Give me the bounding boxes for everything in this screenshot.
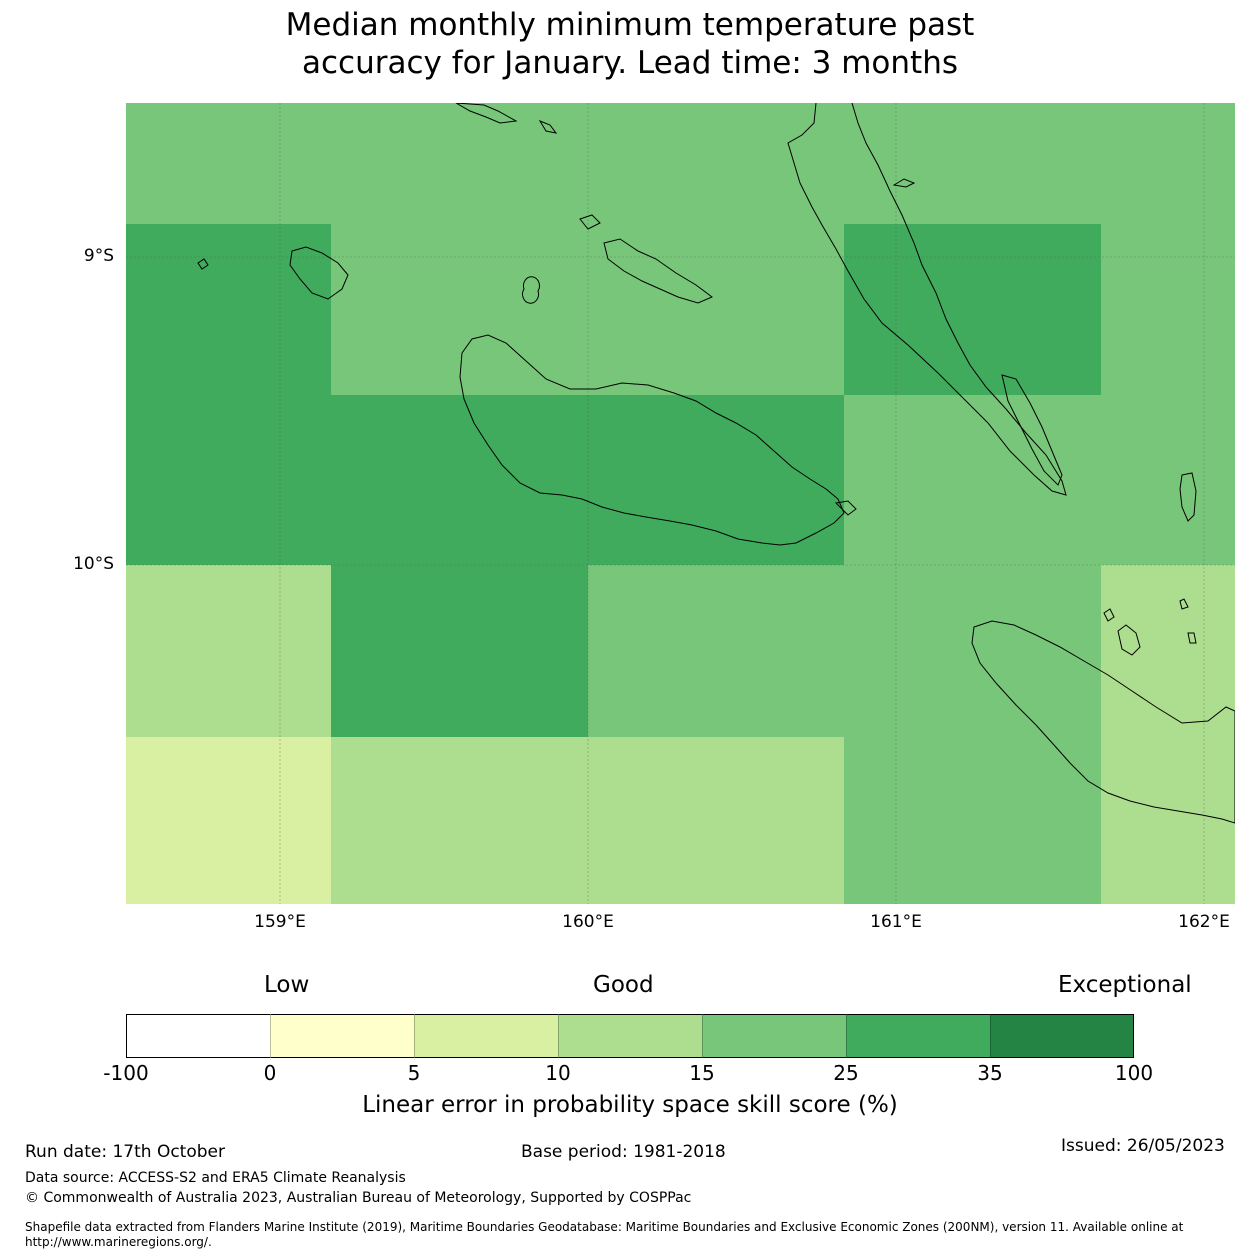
- grid-cell-r2-c1[interactable]: [331, 395, 588, 565]
- grid-cell-r3-c2[interactable]: [588, 565, 844, 737]
- lon-label-161e: 161°E: [870, 912, 922, 932]
- grid-cell-r0-c2[interactable]: [588, 103, 844, 224]
- coastline-ugi-island: [1117, 624, 1141, 656]
- grid-cell-r2-c2[interactable]: [588, 395, 844, 565]
- data-source: Data source: ACCESS-S2 and ERA5 Climate …: [25, 1170, 406, 1186]
- grid-cell-r4-c1[interactable]: [331, 737, 588, 904]
- coastline-savo-island: [522, 276, 540, 304]
- base-period: Base period: 1981-2018: [521, 1142, 726, 1162]
- issued-date: Issued: 26/05/2023: [1061, 1136, 1225, 1156]
- coastline-west-islet: [197, 258, 209, 270]
- map-canvas[interactable]: [126, 103, 1235, 904]
- grid-cell-r1-c3[interactable]: [844, 224, 1101, 395]
- skill-grid: [126, 103, 1235, 904]
- coastline-santa-isabel: [787, 103, 1067, 496]
- grid-cell-r3-c1[interactable]: [331, 565, 588, 737]
- coastline-guadalcanal-tip: [834, 500, 857, 516]
- coastline-islet-ne: [892, 178, 916, 188]
- grid-cell-r0-c0[interactable]: [126, 103, 331, 224]
- grid-cell-r1-c2[interactable]: [588, 224, 844, 395]
- grid-cell-r1-c4[interactable]: [1101, 224, 1235, 395]
- graticule: [126, 103, 1235, 904]
- legend-category-good: Good: [593, 972, 654, 998]
- grid-cell-r0-c4[interactable]: [1101, 103, 1235, 224]
- lat-label-10s: 10°S: [73, 554, 114, 574]
- colorbar-segment: [558, 1014, 702, 1058]
- shapefile-credit-line-2[interactable]: http://www.marineregions.org/.: [25, 1235, 212, 1249]
- grid-cell-r4-c0[interactable]: [126, 737, 331, 904]
- grid-cell-r0-c3[interactable]: [844, 103, 1101, 224]
- grid-cell-r1-c1[interactable]: [331, 224, 588, 395]
- lon-label-159e: 159°E: [254, 912, 306, 932]
- shapefile-credit-line-1: Shapefile data extracted from Flanders M…: [25, 1220, 1184, 1234]
- coastline-east-islet: [1179, 472, 1197, 522]
- lat-label-9s: 9°S: [83, 246, 114, 266]
- grid-cell-r4-c3[interactable]: [844, 737, 1101, 904]
- colorbar-segment: [702, 1014, 846, 1058]
- coastlines: [197, 103, 1235, 824]
- grid-cell-r2-c0[interactable]: [126, 395, 331, 565]
- coastline-northwest-islet: [538, 119, 558, 134]
- coastline-russell-islands: [289, 246, 349, 300]
- coastline-northwest-islands: [455, 103, 518, 124]
- shapefile-credit: Shapefile data extracted from Flanders M…: [25, 1220, 1225, 1250]
- coastline-florida-islands: [603, 238, 713, 304]
- title-line-1: Median monthly minimum temperature past: [285, 7, 975, 43]
- colorbar-tick: 15: [689, 1061, 715, 1085]
- colorbar-tick: 10: [545, 1061, 571, 1085]
- colorbar-tick: -100: [103, 1061, 149, 1085]
- coastline-islet-se-3: [1187, 632, 1197, 644]
- colorbar-tick: 25: [833, 1061, 859, 1085]
- colorbar: [126, 1014, 1134, 1058]
- chart-title: Median monthly minimum temperature past …: [0, 6, 1260, 82]
- coastline-islet-se-1: [1103, 608, 1115, 622]
- grid-cell-r4-c4[interactable]: [1101, 737, 1235, 904]
- run-date: Run date: 17th October: [25, 1142, 225, 1162]
- grid-cell-r3-c4[interactable]: [1101, 565, 1235, 737]
- coastline-guadalcanal: [459, 334, 845, 546]
- grid-cell-r2-c4[interactable]: [1101, 395, 1235, 565]
- grid-cell-r1-c0[interactable]: [126, 224, 331, 395]
- coastline-makira: [971, 620, 1235, 824]
- grid-cell-r2-c3[interactable]: [844, 395, 1101, 565]
- map-panel[interactable]: [126, 103, 1235, 904]
- colorbar-segment: [414, 1014, 558, 1058]
- colorbar-segment: [126, 1014, 270, 1058]
- coastline-tulagi: [579, 214, 601, 230]
- colorbar-segment: [990, 1014, 1134, 1058]
- lon-label-162e: 162°E: [1178, 912, 1230, 932]
- grid-cell-r3-c3[interactable]: [844, 565, 1101, 737]
- coastline-islet-se-2: [1179, 598, 1189, 610]
- colorbar-segment: [270, 1014, 414, 1058]
- coastline-san-jorge: [1001, 374, 1063, 486]
- legend-category-low: Low: [264, 972, 310, 998]
- colorbar-tick: 5: [407, 1061, 421, 1085]
- copyright-notice: © Commonwealth of Australia 2023, Austra…: [25, 1190, 692, 1206]
- lon-label-160e: 160°E: [562, 912, 614, 932]
- colorbar-tick: 0: [263, 1061, 277, 1085]
- grid-cell-r0-c1[interactable]: [331, 103, 588, 224]
- grid-cell-r4-c2[interactable]: [588, 737, 844, 904]
- title-line-2: accuracy for January. Lead time: 3 month…: [301, 45, 958, 81]
- legend-category-exceptional: Exceptional: [1058, 972, 1192, 998]
- colorbar-tick: 100: [1114, 1061, 1154, 1085]
- colorbar-segment: [846, 1014, 990, 1058]
- colorbar-title: Linear error in probability space skill …: [362, 1092, 898, 1118]
- colorbar-tick: 35: [977, 1061, 1003, 1085]
- grid-cell-r3-c0[interactable]: [126, 565, 331, 737]
